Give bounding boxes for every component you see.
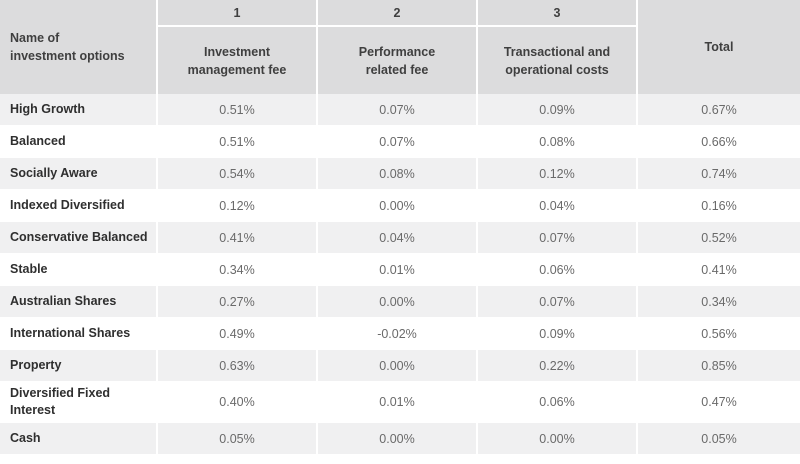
column-number-2: 2	[316, 0, 477, 27]
table-row: Conservative Balanced 0.41% 0.04% 0.07% …	[0, 221, 800, 254]
mgmt-fee-cell: 0.12%	[156, 189, 317, 222]
total-column-header: Total	[636, 0, 800, 94]
column-number-1: 1	[156, 0, 317, 27]
mgmt-fee-cell: 0.49%	[156, 317, 317, 350]
table-row: Australian Shares 0.27% 0.00% 0.07% 0.34…	[0, 285, 800, 318]
total-cell: 0.52%	[636, 221, 800, 254]
option-name: Cash	[0, 422, 157, 455]
table-row: Stable 0.34% 0.01% 0.06% 0.41%	[0, 253, 800, 286]
trans-cost-cell: 0.06%	[476, 381, 637, 423]
table-row: Property 0.63% 0.00% 0.22% 0.85%	[0, 349, 800, 382]
perf-fee-cell: -0.02%	[316, 317, 477, 350]
option-name-line2: Interest	[10, 403, 56, 417]
option-name: High Growth	[0, 94, 157, 126]
column-number-3: 3	[476, 0, 637, 27]
option-name: International Shares	[0, 317, 157, 350]
trans-cost-cell: 0.09%	[476, 317, 637, 350]
option-name: Conservative Balanced	[0, 221, 157, 254]
trans-cost-cell: 0.08%	[476, 125, 637, 158]
trans-cost-cell: 0.07%	[476, 285, 637, 318]
trans-cost-cell: 0.06%	[476, 253, 637, 286]
total-cell: 0.85%	[636, 349, 800, 382]
mgmt-fee-cell: 0.41%	[156, 221, 317, 254]
trans-cost-header-line1: Transactional and	[503, 44, 611, 59]
header-number-row: Name of investment options 1 2 3 Total	[0, 0, 800, 94]
name-column-header: Name of investment options	[0, 0, 157, 94]
total-cell: 0.05%	[636, 422, 800, 455]
option-name: Socially Aware	[0, 157, 157, 190]
trans-cost-cell: 0.00%	[476, 422, 637, 455]
mgmt-fee-cell: 0.05%	[156, 422, 317, 455]
trans-cost-cell: 0.04%	[476, 189, 637, 222]
total-cell: 0.67%	[636, 94, 800, 126]
trans-cost-cell: 0.07%	[476, 221, 637, 254]
mgmt-fee-header-line1: Investment	[204, 44, 270, 59]
perf-fee-header-line2: related fee	[365, 62, 429, 77]
total-cell: 0.74%	[636, 157, 800, 190]
option-name: Balanced	[0, 125, 157, 158]
mgmt-fee-cell: 0.63%	[156, 349, 317, 382]
mgmt-fee-cell: 0.54%	[156, 157, 317, 190]
mgmt-fee-cell: 0.40%	[156, 381, 317, 423]
table-row: Socially Aware 0.54% 0.08% 0.12% 0.74%	[0, 157, 800, 190]
perf-fee-cell: 0.00%	[316, 349, 477, 382]
option-name: Australian Shares	[0, 285, 157, 318]
header-label-row: Investment management fee Performance re…	[0, 26, 800, 94]
total-cell: 0.34%	[636, 285, 800, 318]
perf-fee-cell: 0.07%	[316, 125, 477, 158]
mgmt-fee-cell: 0.51%	[156, 125, 317, 158]
mgmt-fee-cell: 0.51%	[156, 94, 317, 126]
option-name: Stable	[0, 253, 157, 286]
perf-fee-cell: 0.04%	[316, 221, 477, 254]
option-name: Diversified Fixed Interest	[0, 381, 157, 423]
perf-fee-header-line1: Performance	[358, 44, 436, 59]
mgmt-fee-cell: 0.27%	[156, 285, 317, 318]
total-cell: 0.66%	[636, 125, 800, 158]
total-cell: 0.47%	[636, 381, 800, 423]
trans-cost-header-line2: operational costs	[505, 62, 609, 77]
mgmt-fee-header: Investment management fee	[156, 26, 317, 94]
trans-cost-header: Transactional and operational costs	[476, 26, 637, 94]
option-name-line1: Diversified Fixed	[10, 386, 111, 400]
mgmt-fee-header-line2: management fee	[187, 62, 287, 77]
table-row: International Shares 0.49% -0.02% 0.09% …	[0, 317, 800, 350]
perf-fee-cell: 0.00%	[316, 189, 477, 222]
mgmt-fee-cell: 0.34%	[156, 253, 317, 286]
perf-fee-cell: 0.00%	[316, 285, 477, 318]
total-cell: 0.41%	[636, 253, 800, 286]
perf-fee-cell: 0.00%	[316, 422, 477, 455]
option-name: Property	[0, 349, 157, 382]
table-row: Diversified Fixed Interest 0.40% 0.01% 0…	[0, 381, 800, 423]
total-cell: 0.16%	[636, 189, 800, 222]
perf-fee-cell: 0.08%	[316, 157, 477, 190]
trans-cost-cell: 0.09%	[476, 94, 637, 126]
name-header-line2: investment options	[10, 49, 125, 63]
table-row: Cash 0.05% 0.00% 0.00% 0.05%	[0, 422, 800, 455]
table-row: Balanced 0.51% 0.07% 0.08% 0.66%	[0, 125, 800, 158]
name-header-line1: Name of	[10, 31, 60, 45]
perf-fee-cell: 0.01%	[316, 253, 477, 286]
table-row: High Growth 0.51% 0.07% 0.09% 0.67%	[0, 94, 800, 126]
trans-cost-cell: 0.12%	[476, 157, 637, 190]
perf-fee-header: Performance related fee	[316, 26, 477, 94]
trans-cost-cell: 0.22%	[476, 349, 637, 382]
total-cell: 0.56%	[636, 317, 800, 350]
perf-fee-cell: 0.01%	[316, 381, 477, 423]
perf-fee-cell: 0.07%	[316, 94, 477, 126]
option-name: Indexed Diversified	[0, 189, 157, 222]
table-row: Indexed Diversified 0.12% 0.00% 0.04% 0.…	[0, 189, 800, 222]
